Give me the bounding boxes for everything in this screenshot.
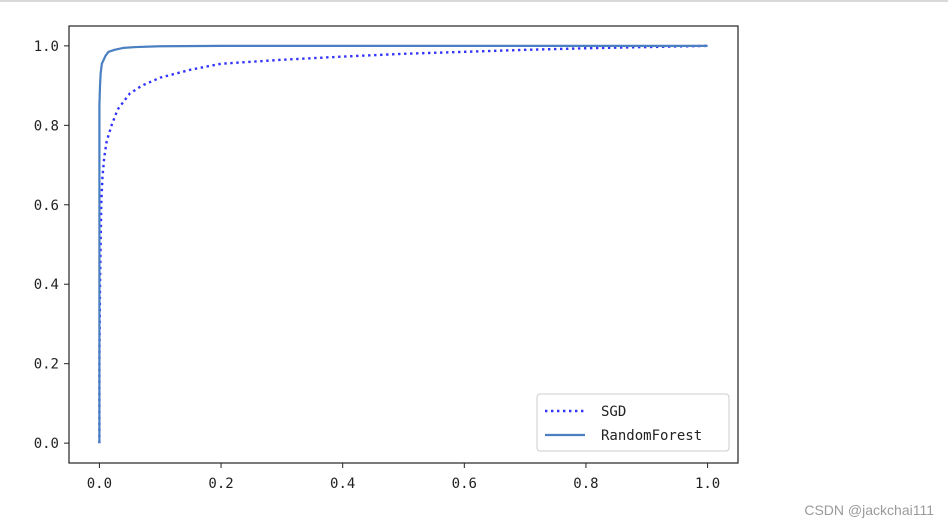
- top-divider: [0, 0, 948, 2]
- plot-layer: [98, 44, 708, 444]
- x-tick-label: 1.0: [695, 476, 720, 492]
- y-tick-label: 1.0: [34, 39, 59, 55]
- legend-label: SGD: [601, 404, 626, 420]
- series-line-randomforest: [98, 44, 708, 444]
- legend-box: [536, 393, 730, 452]
- x-tick-label: 0.4: [330, 476, 355, 492]
- watermark-text: CSDN @jackchai111: [804, 502, 934, 518]
- y-tick-label: 0.0: [34, 436, 59, 452]
- legend-label: RandomForest: [601, 428, 702, 444]
- y-tick-label: 0.6: [34, 198, 59, 214]
- x-tick-label: 0.2: [208, 476, 233, 492]
- series-line-sgd: [98, 44, 708, 444]
- y-tick-label: 0.4: [34, 277, 59, 293]
- y-tick-label: 0.2: [34, 357, 59, 373]
- ticks-layer: 0.0 0.2 0.4 0.6 0.8 1.0 0.0 0.2 0.4 0.6 0.8 1.0: [34, 39, 721, 492]
- x-tick-label: 0.8: [573, 476, 598, 492]
- x-tick-label: 0.6: [452, 476, 477, 492]
- legend: SGD RandomForest: [536, 393, 730, 452]
- y-tick-label: 0.8: [34, 118, 59, 134]
- axes-frame: [68, 25, 739, 464]
- x-tick-label: 0.0: [87, 476, 112, 492]
